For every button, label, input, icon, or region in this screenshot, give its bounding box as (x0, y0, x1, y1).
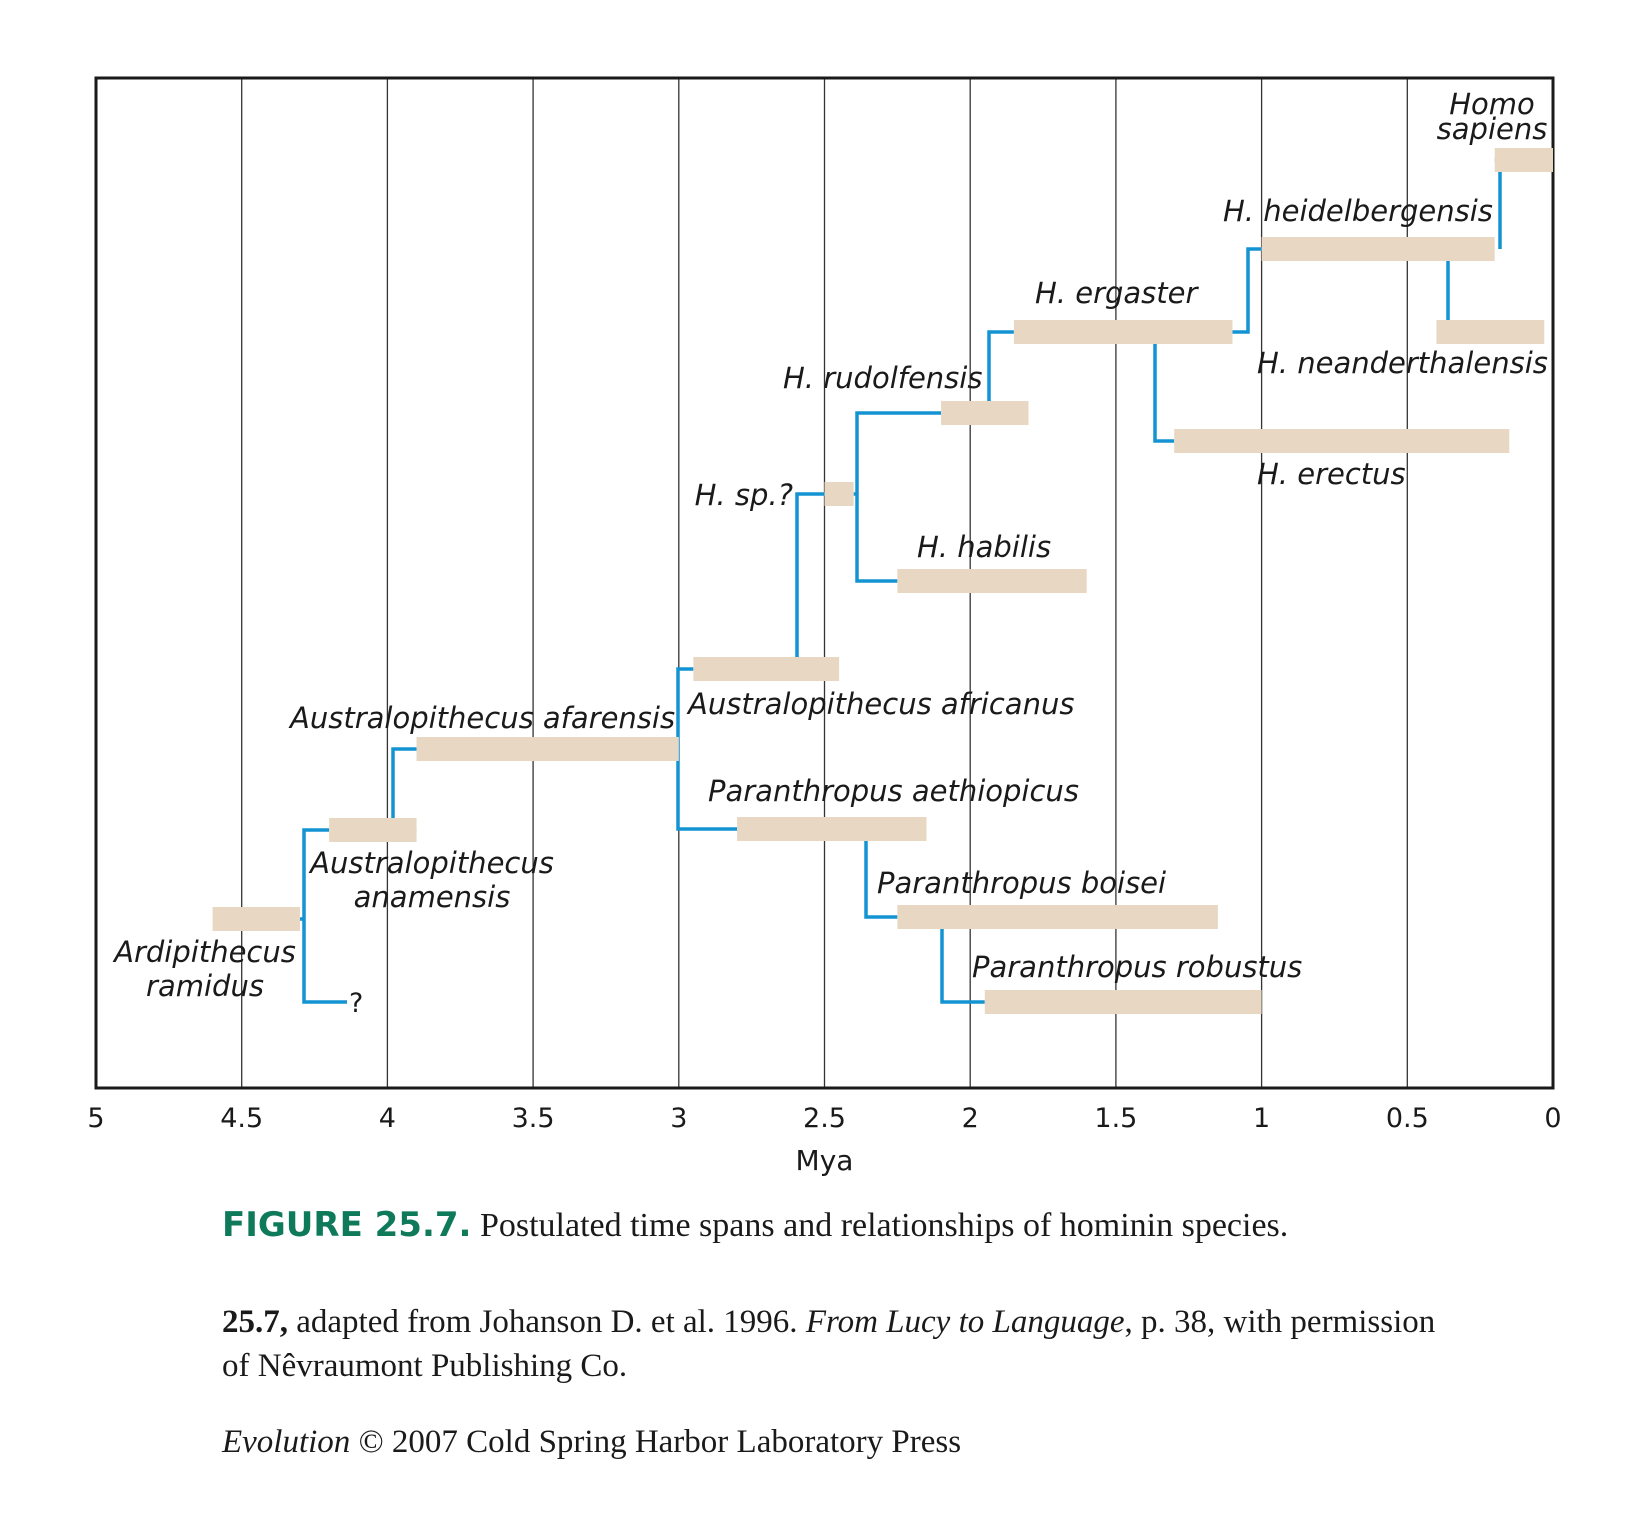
species-bar-hsp (824, 482, 854, 506)
figure-caption: FIGURE 25.7. Postulated time spans and r… (222, 1205, 1288, 1245)
species-label-habilis: H. habilis (917, 530, 1051, 564)
species-bar-habilis (897, 569, 1087, 593)
species-bar-rudolfensis (941, 401, 1029, 425)
plot-frame (94, 76, 1555, 1090)
link-ergaster-heidelbergensis (1232, 247, 1262, 334)
species-label-anamensis: Australopithecus (308, 846, 554, 880)
species-bar-robustus (984, 990, 1262, 1014)
species-label-erectus: H. erectus (1257, 457, 1406, 491)
species-bar-anamensis (329, 818, 417, 842)
book-title: Evolution (222, 1424, 351, 1460)
link-anamensis-afarensis (391, 747, 417, 832)
link-ergaster-erectus (1153, 344, 1175, 443)
species-label-heidelbergensis: H. heidelbergensis (1223, 194, 1493, 228)
unknown-branch-mark: ? (349, 988, 363, 1019)
link-aethiopicus-boisei (864, 841, 898, 919)
x-tick-label: 2 (962, 1103, 979, 1134)
species-label-neanderthalensis: H. neanderthalensis (1257, 346, 1548, 380)
species-bar-ramidus (212, 907, 300, 931)
x-axis-ticks: 5 4.5 4 3.5 3 2.5 2 1.5 1 0.5 0 (87, 1103, 1561, 1134)
species-label-rudolfensis: H. rudolfensis (783, 361, 982, 395)
link-boisei-robustus (940, 929, 985, 1004)
x-tick-label: 5 (87, 1103, 104, 1134)
species-label-ramidus: ramidus (146, 969, 264, 1003)
species-label-sapiens: Homo (1449, 87, 1535, 121)
x-tick-label: 1.5 (1094, 1103, 1137, 1134)
species-bar-ergaster (1013, 320, 1233, 344)
copyright-line: Evolution © 2007 Cold Spring Harbor Labo… (222, 1424, 961, 1461)
species-bar-boisei (897, 905, 1218, 929)
species-label-aethiopicus: Paranthropus aethiopicus (708, 774, 1079, 808)
species-bar-heidelbergensis (1261, 237, 1495, 261)
figure-credit: 25.7, adapted from Johanson D. et al. 19… (222, 1300, 1442, 1388)
x-axis-title: Mya (796, 1144, 854, 1177)
figure-label: FIGURE 25.7. (222, 1205, 472, 1245)
species-bar-aethiopicus (737, 817, 927, 841)
species-label-boisei: Paranthropus boisei (877, 866, 1166, 900)
x-tick-label: 4.5 (220, 1103, 263, 1134)
x-tick-label: 3.5 (512, 1103, 555, 1134)
x-tick-label: 4 (379, 1103, 396, 1134)
credit-title: From Lucy to Language (805, 1304, 1125, 1340)
species-bar-erectus (1174, 429, 1510, 453)
credit-ref: 25.7, (222, 1304, 288, 1340)
species-bar-africanus (693, 657, 840, 681)
link-hsp-branches (855, 411, 942, 583)
x-tick-label: 0.5 (1386, 1103, 1429, 1134)
copyright-text: © 2007 Cold Spring Harbor Laboratory Pre… (358, 1424, 962, 1460)
species-label-afarensis: Australopithecus afarensis (288, 701, 675, 735)
species-bars (212, 148, 1553, 1014)
link-heidelbergensis-sapiens (1494, 158, 1502, 249)
species-bar-afarensis (416, 737, 679, 761)
x-tick-label: 0 (1544, 1103, 1561, 1134)
link-africanus-hsp (795, 492, 825, 657)
species-label-ergaster: H. ergaster (1035, 276, 1200, 310)
grid-lines (241, 78, 1408, 1088)
x-tick-label: 2.5 (803, 1103, 846, 1134)
species-label-africanus: Australopithecus africanus (686, 687, 1074, 721)
figure-caption-text: Postulated time spans and relationships … (479, 1207, 1289, 1244)
species-label-ramidus: Ardipithecus (112, 935, 296, 969)
species-label-hsp: H. sp.? (695, 478, 793, 512)
species-bar-neanderthalensis (1436, 320, 1545, 344)
species-label-robustus: Paranthropus robustus (972, 950, 1302, 984)
x-tick-label: 3 (670, 1103, 687, 1134)
x-tick-label: 1 (1253, 1103, 1270, 1134)
species-label-sapiens: sapiens (1437, 112, 1548, 146)
credit-pre: adapted from Johanson D. et al. 1996. (296, 1304, 798, 1340)
species-bar-sapiens (1494, 148, 1553, 172)
species-label-anamensis: anamensis (354, 880, 511, 914)
link-rudolfensis-ergaster (987, 330, 1014, 401)
credit-post: , p. 38, with permission of Nêvraumont P… (222, 1304, 1436, 1384)
link-ramidus-branches (302, 828, 347, 1004)
